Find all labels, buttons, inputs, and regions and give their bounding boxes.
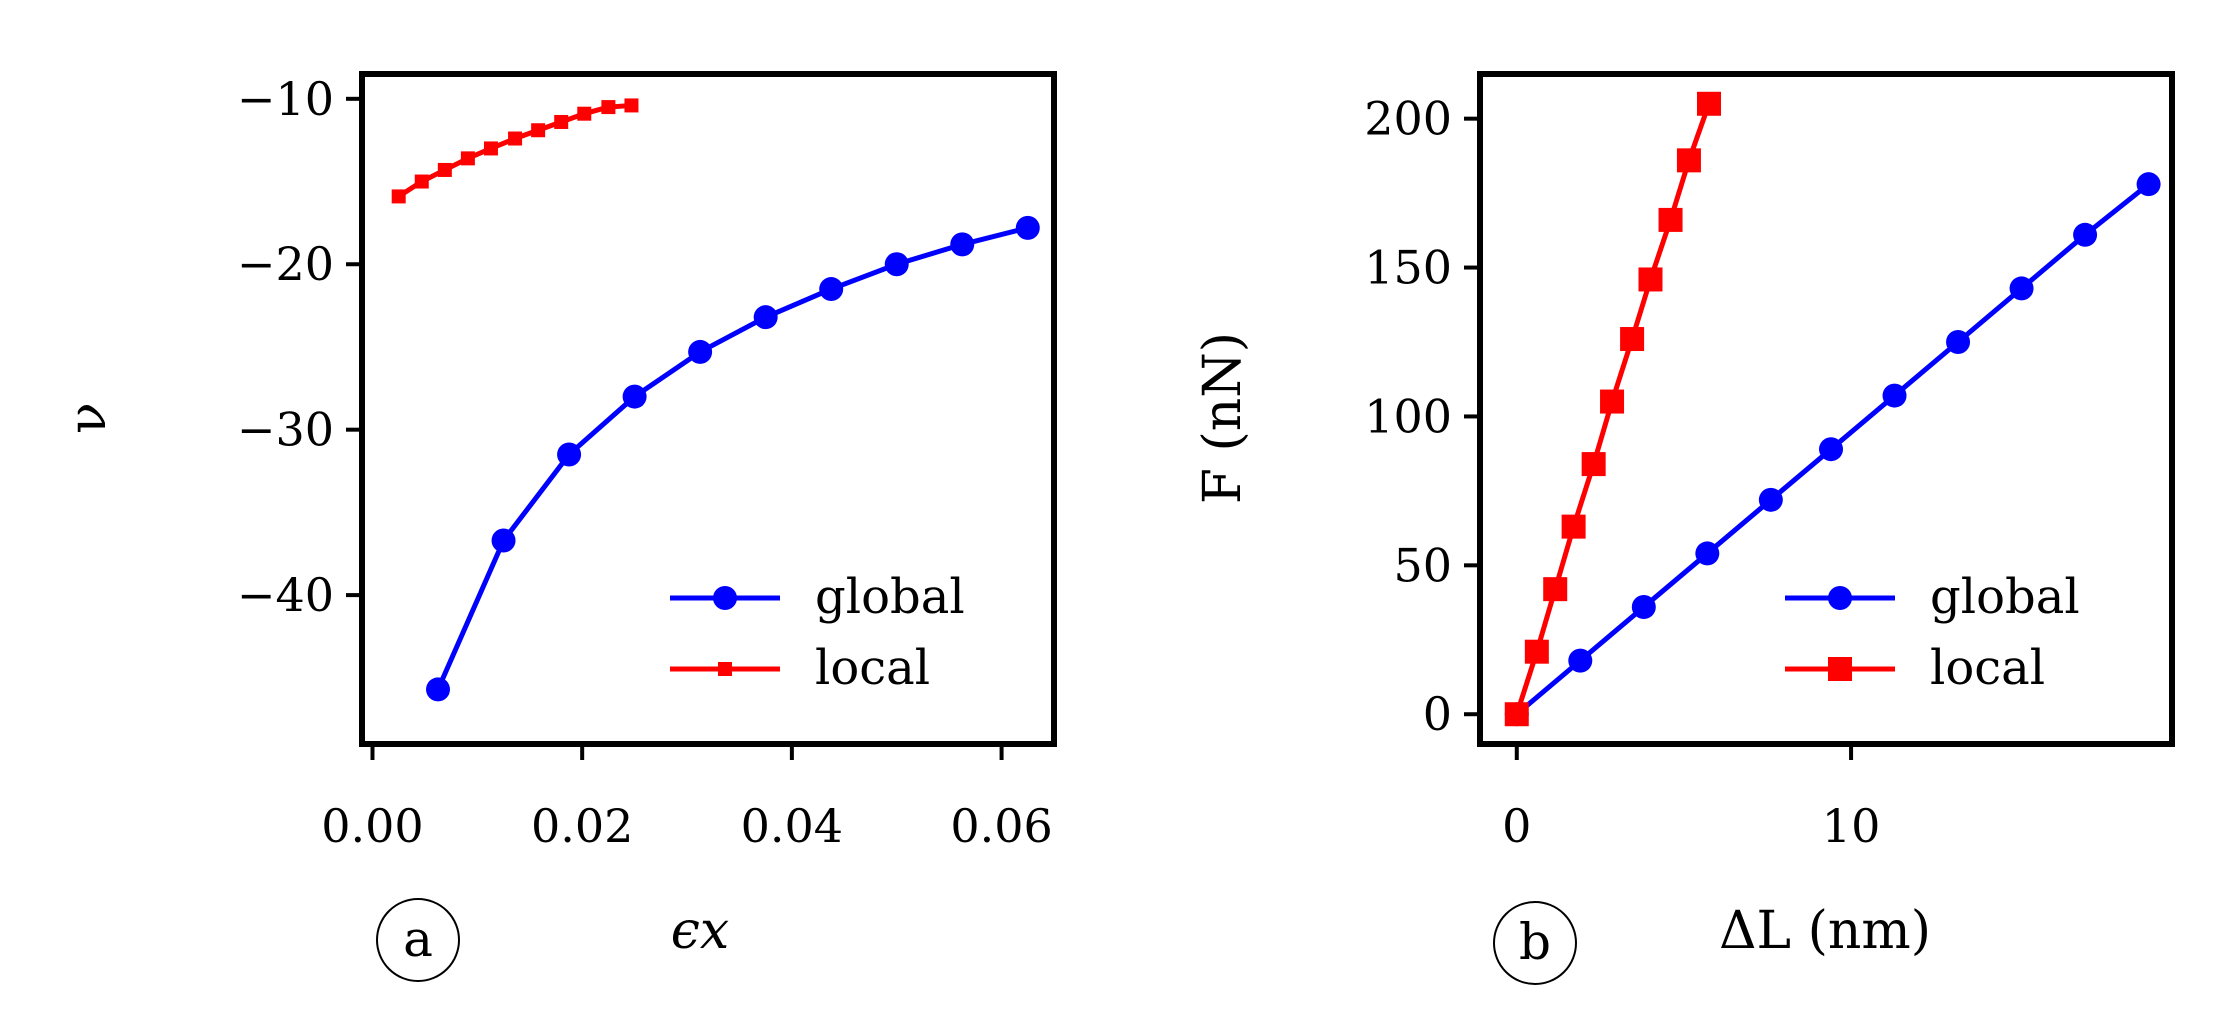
y-tick-label-b: 200 [1364,92,1452,146]
legend-a: global local [670,569,965,696]
data-point-global-a [1015,215,1040,240]
data-point-global-b [2009,276,2034,301]
data-point-global-a [622,384,647,409]
data-point-local-a [624,98,639,113]
data-point-global-a [753,305,778,330]
data-point-global-a [819,277,844,302]
data-point-local-a [414,174,429,189]
axis-ticks-a: 0.00 0.02 0.04 0.06 −10 −20 −30 −40 [237,72,1053,853]
y-tick-label-a: −20 [237,237,334,291]
y-tick-label-a: −30 [237,403,334,457]
y-tick-label-b: 50 [1393,538,1452,592]
data-point-global-b [1758,487,1783,512]
data-point-global-a [426,677,451,702]
plot-frame-a [359,71,1057,747]
data-point-local-a [460,151,475,166]
data-point-local-a [508,131,523,146]
legend-label-local-b: local [1930,640,2045,696]
data-point-local-b [1676,148,1701,173]
data-point-global-a [688,339,713,364]
series-line-local-a [397,102,632,199]
data-point-local-b [1504,702,1529,727]
data-point-local-b [1696,91,1721,116]
data-point-global-a [557,442,582,467]
y-axis-label-a: ν [58,402,118,434]
y-tick-label-b: 100 [1364,389,1452,443]
data-point-local-b [1658,207,1683,232]
data-point-local-a [601,100,616,115]
panel-label-b: b [1519,913,1551,971]
x-tick-label-a: 0.06 [950,799,1052,853]
panel-label-circle-a [376,898,460,982]
data-point-local-b [1524,639,1549,664]
y-tick-label-a: −10 [237,72,334,126]
x-tick-label-b: 0 [1502,799,1531,853]
legend-marker-global-b [1828,586,1852,610]
data-point-local-a [437,162,452,177]
data-point-global-a [884,252,909,277]
data-point-global-b [1631,595,1656,620]
x-tick-label-b: 10 [1822,799,1881,853]
data-point-global-b [1819,437,1844,462]
data-point-global-b [1882,383,1907,408]
legend-label-local-a: local [815,640,930,696]
data-point-local-a [391,189,406,204]
series-line-global-a [435,225,1029,691]
data-point-local-b [1638,267,1663,292]
data-point-global-b [2136,172,2161,197]
plot-area-a [391,98,1040,702]
legend-marker-local-b [1828,657,1852,681]
data-point-local-b [1600,389,1625,414]
data-point-local-a [577,106,592,121]
legend-label-global-b: global [1930,569,2080,625]
data-point-local-a [554,114,569,129]
plot-frame-b [1477,71,2175,747]
data-point-global-a [950,232,975,257]
panel-label-a: a [403,910,433,968]
x-tick-label-a: 0.04 [741,799,843,853]
y-tick-label-b: 0 [1423,687,1452,741]
data-point-local-a [483,141,498,156]
data-point-global-b [1568,648,1593,673]
data-point-global-b [1695,541,1720,566]
data-point-global-b [2073,222,2098,247]
legend-label-global-a: global [815,569,965,625]
x-tick-label-a: 0.00 [321,799,423,853]
panel-label-circle-b [1493,901,1577,985]
y-axis-label-b: F (nN) [1193,332,1253,504]
data-point-local-b [1620,327,1645,352]
x-axis-label-b: ΔL (nm) [1719,901,1931,961]
legend-marker-global-a [713,586,737,610]
plot-area-b [1504,91,2161,727]
data-point-global-b [1946,330,1971,354]
data-point-local-b [1561,514,1586,539]
y-tick-label-a: −40 [237,568,334,622]
data-point-local-b [1543,577,1568,602]
x-tick-label-a: 0.02 [531,799,633,853]
data-point-local-b [1581,452,1606,477]
legend-marker-local-a [718,662,732,676]
panel-a: 0.00 0.02 0.04 0.06 −10 −20 −30 −40 ν ϵx a glob… [58,71,1057,982]
legend-b: global local [1785,569,2080,696]
data-point-local-a [531,123,546,138]
x-axis-label-a: ϵx [671,901,729,961]
data-point-global-a [491,528,516,553]
y-tick-label-b: 150 [1364,241,1452,295]
